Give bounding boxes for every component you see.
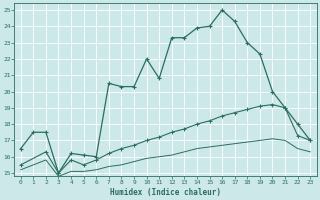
X-axis label: Humidex (Indice chaleur): Humidex (Indice chaleur) [110, 188, 221, 197]
